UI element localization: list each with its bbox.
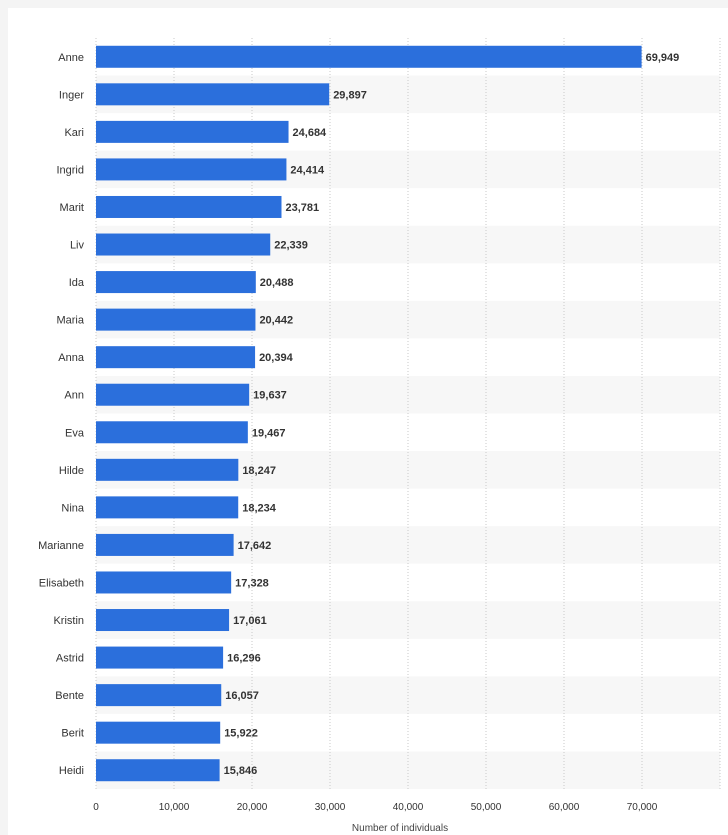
x-tick-label: 40,000 xyxy=(393,802,424,813)
category-label: Kristin xyxy=(53,615,84,627)
bar[interactable] xyxy=(96,83,330,106)
value-label: 20,394 xyxy=(259,352,294,364)
x-axis-title: Number of individuals xyxy=(352,823,448,834)
value-label: 18,247 xyxy=(242,465,276,477)
category-label: Eva xyxy=(65,427,85,439)
value-label: 20,442 xyxy=(259,315,293,327)
value-label: 19,467 xyxy=(252,427,286,439)
value-label: 24,414 xyxy=(290,164,325,176)
value-label: 16,296 xyxy=(227,653,261,665)
value-label: 16,057 xyxy=(225,690,259,702)
category-label: Maria xyxy=(56,315,84,327)
bar[interactable] xyxy=(96,45,642,68)
category-label: Heidi xyxy=(59,765,84,777)
category-label: Bente xyxy=(55,690,84,702)
bar[interactable] xyxy=(96,759,220,782)
category-label: Elisabeth xyxy=(39,577,84,589)
category-label: Anne xyxy=(58,52,84,64)
bar[interactable] xyxy=(96,496,239,519)
x-tick-label: 50,000 xyxy=(471,802,502,813)
category-label: Ida xyxy=(69,277,85,289)
bar-chart: Anne Inger Kari Ingrid Marit Liv Ida Maria Anna A… xyxy=(38,38,721,834)
value-label: 17,061 xyxy=(233,615,267,627)
x-tick-label: 60,000 xyxy=(549,802,580,813)
category-label: Ann xyxy=(64,390,84,402)
bar[interactable] xyxy=(96,120,289,143)
value-label: 18,234 xyxy=(242,502,277,514)
bar[interactable] xyxy=(96,383,250,406)
value-label: 69,949 xyxy=(646,52,680,64)
category-label: Ingrid xyxy=(56,164,84,176)
category-label: Hilde xyxy=(59,465,84,477)
bar[interactable] xyxy=(96,195,282,218)
bars xyxy=(96,45,642,782)
value-label: 23,781 xyxy=(285,202,319,214)
value-label: 17,328 xyxy=(235,577,269,589)
bar[interactable] xyxy=(96,346,256,369)
value-label: 17,642 xyxy=(238,540,272,552)
bar[interactable] xyxy=(96,233,271,256)
category-label: Anna xyxy=(58,352,85,364)
chart-card: Anne Inger Kari Ingrid Marit Liv Ida Maria Anna A… xyxy=(8,8,728,835)
bar[interactable] xyxy=(96,684,222,707)
x-tick-label: 70,000 xyxy=(627,802,658,813)
value-label: 29,897 xyxy=(333,89,367,101)
x-tick-label: 0 xyxy=(93,802,99,813)
value-label: 15,922 xyxy=(224,728,258,740)
bar[interactable] xyxy=(96,271,256,294)
bar[interactable] xyxy=(96,458,239,481)
category-label: Marianne xyxy=(38,540,84,552)
value-label: 24,684 xyxy=(293,127,328,139)
gridlines xyxy=(95,38,721,789)
category-label: Berit xyxy=(61,728,84,740)
bar[interactable] xyxy=(96,571,232,594)
category-label: Kari xyxy=(64,127,84,139)
bar[interactable] xyxy=(96,308,256,331)
bar[interactable] xyxy=(96,158,287,181)
category-label: Inger xyxy=(59,89,84,101)
category-labels: Anne Inger Kari Ingrid Marit Liv Ida Maria Anna A… xyxy=(38,52,85,777)
x-tick-label: 20,000 xyxy=(237,802,268,813)
value-label: 22,339 xyxy=(274,240,308,252)
x-tick-label: 30,000 xyxy=(315,802,346,813)
x-tick-label: 10,000 xyxy=(159,802,190,813)
category-label: Astrid xyxy=(56,653,84,665)
bar[interactable] xyxy=(96,421,248,444)
bar[interactable] xyxy=(96,609,230,632)
value-label: 19,637 xyxy=(253,390,287,402)
bar[interactable] xyxy=(96,646,224,669)
value-labels: 69,949 29,897 24,684 24,414 23,781 22,339 20,4… xyxy=(224,52,680,777)
category-label: Marit xyxy=(60,202,84,214)
x-axis-ticks: 0 10,000 20,000 30,000 40,000 50,000 60,000 70,… xyxy=(93,802,658,813)
bar[interactable] xyxy=(96,533,234,556)
value-label: 20,488 xyxy=(260,277,294,289)
category-label: Liv xyxy=(70,240,85,252)
value-label: 15,846 xyxy=(224,765,258,777)
category-label: Nina xyxy=(61,502,85,514)
bar[interactable] xyxy=(96,721,221,744)
